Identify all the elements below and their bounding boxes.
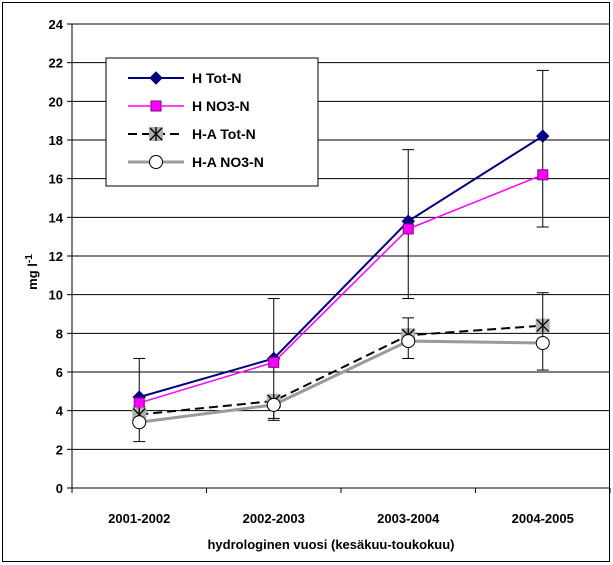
legend-marker-0 <box>149 71 163 85</box>
series-line-3 <box>139 339 543 424</box>
data-point-1-0 <box>133 397 145 409</box>
legend-label-1: H NO3-N <box>192 98 250 114</box>
y-axis-title-superscript: -1 <box>24 254 35 263</box>
legend-marker-3 <box>149 155 163 169</box>
series-line-1 <box>139 174 544 404</box>
y-tick-label-12: 12 <box>49 249 63 264</box>
data-point-1-2 <box>402 223 414 235</box>
legend-label-0: H Tot-N <box>192 70 242 86</box>
legend-marker-1 <box>150 100 162 112</box>
data-point-1-1 <box>268 356 280 368</box>
legend-box <box>105 57 319 187</box>
y-tick-label-4: 4 <box>56 404 64 419</box>
legend: H Tot-N H NO3-N H-A Tot-N H-A NO3-N <box>105 57 319 187</box>
data-point-1-3 <box>537 169 549 181</box>
x-axis-title: hydrologinen vuosi (kesäkuu-toukokuu) <box>207 537 454 552</box>
x-tick-labels: 2001-2002 2002-2003 2003-2004 2004-2005 <box>108 511 574 526</box>
data-point-3-2 <box>401 334 416 349</box>
x-tick-label-3: 2004-2005 <box>512 511 574 526</box>
y-axis-title-main: mg l <box>25 263 40 290</box>
legend-marker-2 <box>149 127 163 141</box>
data-point-3-1 <box>266 397 281 412</box>
y-tick-label-22: 22 <box>49 56 63 71</box>
legend-label-2: H-A Tot-N <box>192 126 256 142</box>
data-point-3-3 <box>535 336 550 350</box>
y-axis-title: mg l-1 <box>24 254 40 290</box>
x-tick-label-2: 2003-2004 <box>377 511 440 526</box>
series-line-0 <box>138 135 544 399</box>
x-tick-label-0: 2001-2002 <box>108 511 170 526</box>
data-point-2-3 <box>535 318 550 333</box>
y-tick-label-24: 24 <box>49 17 64 32</box>
y-tick-label-0: 0 <box>56 481 63 496</box>
y-tick-label-2: 2 <box>56 442 63 457</box>
y-tick-label-10: 10 <box>49 288 63 303</box>
y-tick-label-8: 8 <box>56 326 63 341</box>
data-point-0-3 <box>536 129 550 143</box>
series-lines <box>132 129 550 430</box>
y-tick-label-16: 16 <box>49 172 63 187</box>
data-point-3-0 <box>132 415 147 430</box>
y-tick-label-6: 6 <box>56 365 63 380</box>
axes <box>67 23 611 493</box>
legend-label-3: H-A NO3-N <box>192 154 264 170</box>
y-tick-label-14: 14 <box>49 210 64 225</box>
series-line-2 <box>139 324 543 416</box>
y-tick-label-18: 18 <box>49 133 63 148</box>
y-tick-label-20: 20 <box>49 94 63 109</box>
x-tick-label-1: 2002-2003 <box>243 511 305 526</box>
